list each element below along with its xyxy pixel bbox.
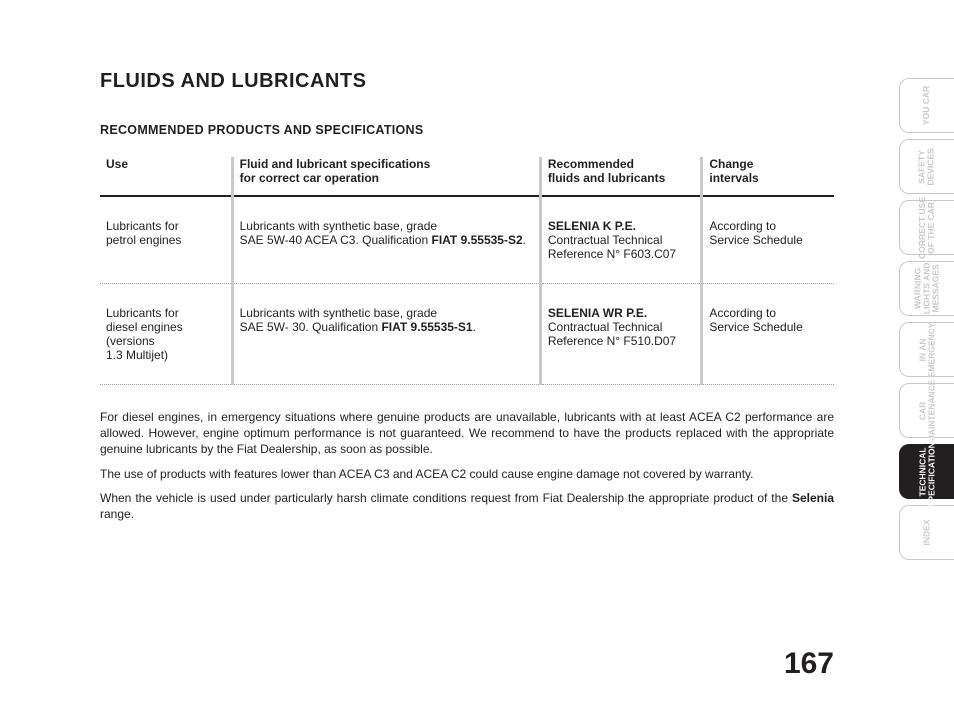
section-subtitle: RECOMMENDED PRODUCTS AND SPECIFICATIONS (100, 123, 834, 137)
th-use: Use (100, 157, 232, 196)
tab-label: INDEX (923, 520, 932, 546)
cell-text: petrol engines (106, 233, 181, 247)
cell-text-bold: FIAT 9.55535-S2 (431, 233, 522, 247)
th-spec: Fluid and lubricant specifications for c… (232, 157, 540, 196)
tab-safety-devices[interactable]: SAFETY DEVICES (899, 139, 954, 194)
cell-text: Lubricants with synthetic base, grade (240, 219, 437, 233)
cell-text: . (523, 233, 526, 247)
cell-use: Lubricants for petrol engines (100, 196, 232, 284)
tab-label: IN AN EMERGENCY (918, 322, 936, 377)
cell-text: SAE 5W-40 ACEA C3. Qualification (240, 233, 432, 247)
cell-text: Service Schedule (709, 233, 802, 247)
cell-text: Contractual Technical (548, 320, 663, 334)
cell-rec: SELENIA K P.E. Contractual Technical Ref… (540, 196, 701, 284)
cell-text: . (473, 320, 476, 334)
note-text-bold: Se­lenia (792, 491, 834, 505)
cell-spec: Lubricants with synthetic base, grade SA… (232, 196, 540, 284)
tab-label: WARNING LIGHTS AND MESSAGES (914, 263, 941, 315)
tab-index[interactable]: INDEX (899, 505, 954, 560)
note-text: range. (100, 507, 134, 521)
page: FLUIDS AND LUBRICANTS RECOMMENDED PRODUC… (0, 0, 954, 706)
note-paragraph: When the vehicle is used under particula… (100, 490, 834, 522)
cell-text-bold: FIAT 9.55535-S1 (381, 320, 472, 334)
page-title: FLUIDS AND LUBRICANTS (100, 70, 834, 93)
cell-text: 1.3 Multijet) (106, 348, 168, 362)
cell-text: Lubricants with synthetic base, grade (240, 306, 437, 320)
cell-text-bold: SELENIA K P.E. (548, 219, 636, 233)
tab-technical-specifications[interactable]: TECHNICAL SPECIFICATIONS (899, 444, 954, 499)
tab-label: YOU CAR (923, 86, 932, 125)
notes-block: For diesel engines, in emergency situati… (100, 409, 834, 522)
tab-maintenance[interactable]: CAR MAINTENANCE (899, 383, 954, 438)
cell-text: (versions (106, 334, 155, 348)
cell-text: Service Schedule (709, 320, 802, 334)
cell-chg: According to Service Schedule (702, 196, 834, 284)
th-chg-l2: intervals (709, 171, 758, 185)
tab-you-car[interactable]: YOU CAR (899, 78, 954, 133)
page-number: 167 (784, 647, 834, 681)
th-rec: Recommended fluids and lubricants (540, 157, 701, 196)
fluids-table: Use Fluid and lubricant specifications f… (100, 157, 834, 385)
th-spec-l1: Fluid and lubricant specifications (240, 157, 431, 171)
cell-text-bold: SELENIA WR P.E. (548, 306, 647, 320)
cell-text: SAE 5W- 30. Qualification (240, 320, 382, 334)
th-chg: Change intervals (702, 157, 834, 196)
th-chg-l1: Change (709, 157, 753, 171)
cell-text: Lubricants for (106, 219, 179, 233)
cell-chg: According to Service Schedule (702, 284, 834, 385)
cell-text: Reference N° F510.D07 (548, 334, 676, 348)
table-row: Lubricants for petrol engines Lubricants… (100, 196, 834, 284)
cell-text: Contractual Technical (548, 233, 663, 247)
tab-label: CORRECT USE OF THE CAR (918, 197, 936, 259)
th-rec-l2: fluids and lubricants (548, 171, 665, 185)
th-rec-l1: Recommended (548, 157, 634, 171)
tab-label: SAFETY DEVICES (918, 148, 936, 185)
tab-emergency[interactable]: IN AN EMERGENCY (899, 322, 954, 377)
cell-text: Reference N° F603.C07 (548, 247, 676, 261)
cell-text: According to (709, 306, 776, 320)
tab-warning-lights[interactable]: WARNING LIGHTS AND MESSAGES (899, 261, 954, 316)
cell-spec: Lubricants with synthetic base, grade SA… (232, 284, 540, 385)
cell-text: According to (709, 219, 776, 233)
tab-label: CAR MAINTENANCE (918, 379, 936, 442)
cell-text: Lubricants for (106, 306, 179, 320)
tab-label: TECHNICAL SPECIFICATIONS (918, 436, 936, 507)
note-text: When the vehicle is used under particula… (100, 491, 792, 505)
side-tabs: YOU CAR SAFETY DEVICES CORRECT USE OF TH… (899, 78, 954, 560)
th-spec-l2: for correct car operation (240, 171, 379, 185)
cell-use: Lubricants for diesel engines (versions … (100, 284, 232, 385)
note-paragraph: For diesel engines, in emergency situati… (100, 409, 834, 458)
tab-correct-use[interactable]: CORRECT USE OF THE CAR (899, 200, 954, 255)
table-row: Lubricants for diesel engines (versions … (100, 284, 834, 385)
cell-text: diesel engines (106, 320, 183, 334)
note-paragraph: The use of products with features lower … (100, 466, 834, 482)
cell-rec: SELENIA WR P.E. Contractual Technical Re… (540, 284, 701, 385)
